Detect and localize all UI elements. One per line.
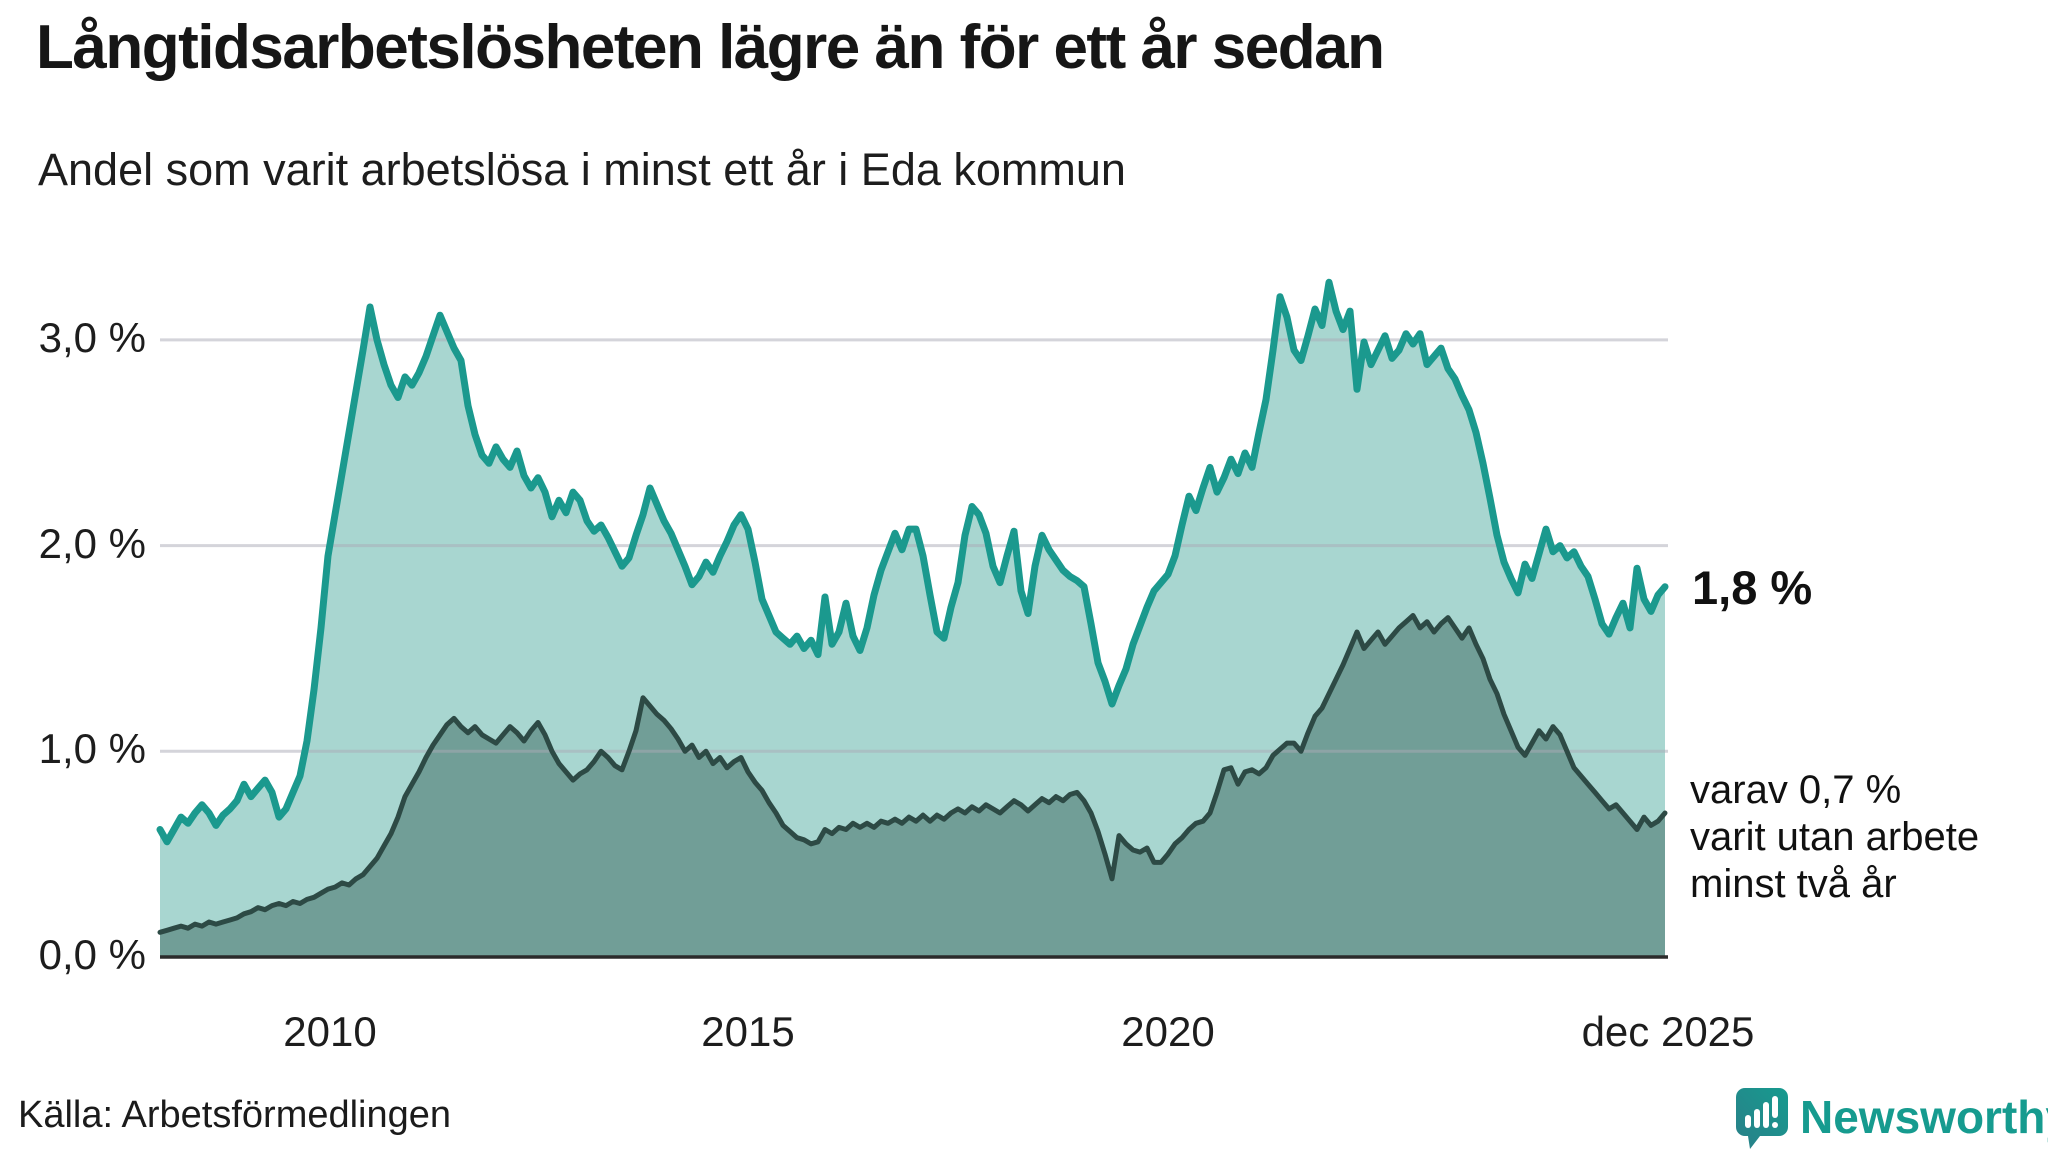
secondary-annotation: varav 0,7 % varit utan arbete minst två … [1690, 767, 1979, 908]
y-axis-label-0pct: 0,0 % [38, 931, 146, 978]
latest-value-annotation: 1,8 % [1692, 561, 1813, 614]
newsworthy-branding: Newsworthy [1736, 1088, 2048, 1150]
y-axis-label-2pct: 2,0 % [38, 520, 146, 567]
secondary-annotation-line-2: varit utan arbete [1690, 815, 1980, 859]
x-axis-label-dec-2025: dec 2025 [1581, 1008, 1755, 1055]
x-axis-label-2010: 2010 [283, 1008, 377, 1055]
y-axis-label-3pct: 3,0 % [38, 314, 146, 361]
y-axis-label-1pct: 1,0 % [38, 725, 146, 772]
newsworthy-wordmark: Newsworthy [1800, 1091, 2048, 1143]
x-axis-label-2020: 2020 [1121, 1008, 1215, 1055]
page-title: Långtidsarbetslösheten lägre än för ett … [36, 13, 1385, 82]
newsworthy-speech-bubble-barchart-icon [1736, 1088, 1788, 1149]
area-fill-two-years [160, 615, 1665, 957]
chart-subtitle: Andel som varit arbetslösa i minst ett å… [38, 144, 1126, 195]
x-axis-label-2015: 2015 [701, 1008, 795, 1055]
series-line-two-years [157, 613, 1668, 935]
secondary-annotation-line-3: minst två år [1690, 862, 1897, 906]
series-line-one-year [156, 278, 1669, 846]
source-credit: Källa: Arbetsförmedlingen [18, 1094, 452, 1136]
secondary-annotation-line-1: varav 0,7 % [1690, 768, 1902, 812]
